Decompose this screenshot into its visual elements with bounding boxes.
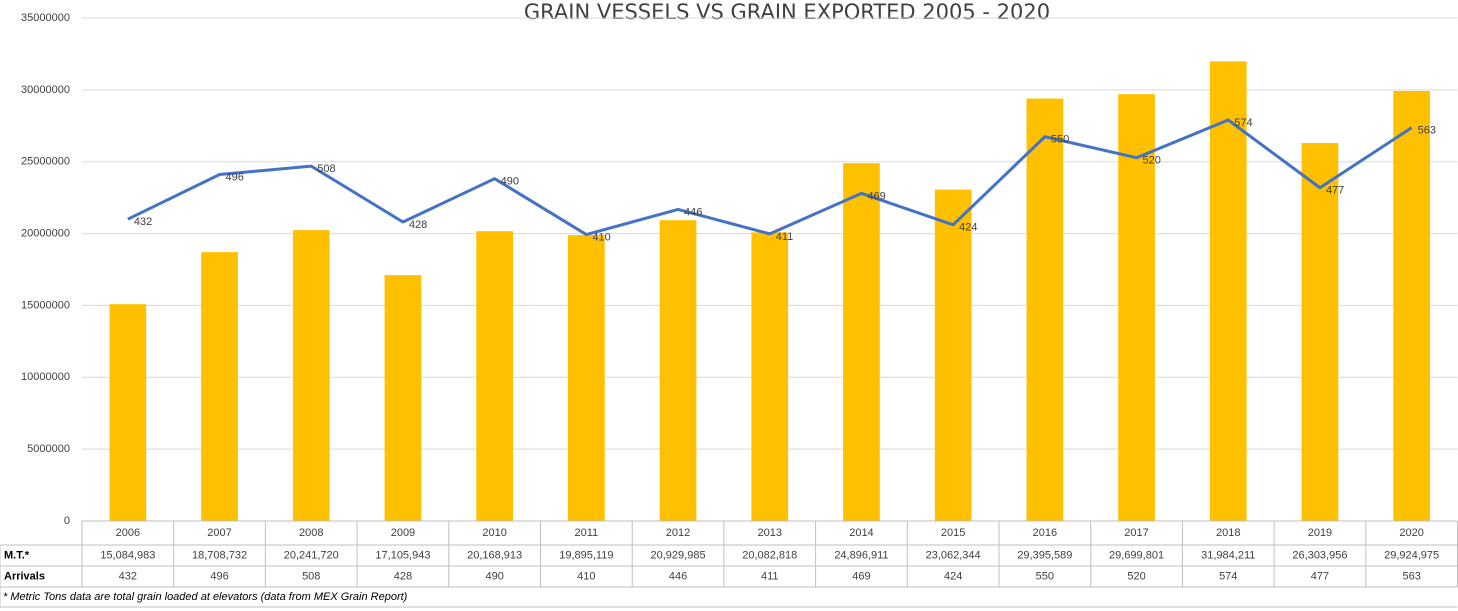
table-cell: 26,303,956 — [1292, 549, 1347, 561]
y-tick-label: 15000000 — [21, 299, 70, 311]
data-label: 424 — [959, 222, 977, 234]
bar — [934, 189, 972, 522]
table-cell: 410 — [577, 570, 595, 582]
table-cell: 424 — [944, 570, 962, 582]
table-cell: 23,062,344 — [926, 549, 981, 561]
x-tick-label: 2017 — [1124, 527, 1148, 539]
data-label: 469 — [867, 190, 885, 202]
data-label: 550 — [1051, 134, 1069, 146]
x-tick-label: 2018 — [1216, 527, 1240, 539]
table-cell: 24,896,911 — [834, 549, 888, 561]
data-label: 496 — [226, 171, 244, 183]
data-label: 411 — [776, 231, 794, 243]
bar — [1026, 98, 1064, 521]
x-tick-label: 2013 — [758, 527, 782, 539]
table-cell: 520 — [1127, 570, 1145, 582]
x-tick-label: 2007 — [207, 527, 231, 539]
table-cell: 20,168,913 — [467, 549, 522, 561]
bar — [843, 163, 880, 522]
x-tick-label: 2008 — [299, 527, 323, 539]
data-label: 574 — [1234, 117, 1252, 129]
table-cell: 550 — [1036, 570, 1054, 582]
x-tick-label: 2014 — [849, 527, 873, 539]
y-tick-label: 25000000 — [21, 156, 70, 168]
bar — [201, 252, 238, 522]
table-cell: 20,082,818 — [742, 549, 797, 561]
table-cell: 18,708,732 — [192, 549, 247, 561]
table-cell: 563 — [1402, 570, 1420, 582]
line — [127, 118, 1413, 237]
data-label: 508 — [317, 163, 335, 175]
y-tick-label: 30000000 — [21, 84, 70, 96]
x-tick-label: 2009 — [391, 527, 415, 539]
x-tick-label: 2015 — [941, 527, 965, 539]
bar — [751, 232, 789, 521]
table-cell: 496 — [210, 570, 228, 582]
table-cell: 428 — [394, 570, 412, 582]
bar — [384, 275, 422, 521]
table-cell: 15,084,983 — [100, 549, 155, 561]
y-tick-label: 20000000 — [21, 227, 70, 239]
x-tick-label: 2016 — [1033, 527, 1057, 539]
bar — [292, 230, 330, 521]
data-label: 432 — [134, 216, 152, 228]
bar — [476, 231, 513, 521]
data-label: 477 — [1326, 185, 1344, 197]
table-cell: 20,241,720 — [284, 549, 339, 561]
table-cell: 29,924,975 — [1384, 549, 1439, 561]
bar — [109, 304, 147, 521]
data-label: 520 — [1143, 155, 1161, 167]
data-label: 428 — [409, 219, 427, 231]
table-cell: 19,895,119 — [559, 549, 613, 561]
x-tick-label: 2011 — [575, 527, 599, 539]
x-tick-label: 2020 — [1399, 527, 1423, 539]
legend-label: Arrivals — [4, 570, 45, 582]
y-tick-label: 0 — [64, 515, 70, 527]
chart-title: GRAIN VESSELS VS GRAIN EXPORTED 2005 - 2… — [524, 0, 1050, 24]
data-label: 446 — [684, 206, 702, 218]
data-label: 563 — [1418, 125, 1436, 137]
x-tick-label: 2012 — [666, 527, 690, 539]
table-cell: 411 — [761, 570, 779, 582]
table-cell: 574 — [1219, 570, 1237, 582]
table-cell: 508 — [302, 570, 320, 582]
bar — [1118, 94, 1155, 521]
table-cell: 29,699,801 — [1109, 549, 1164, 561]
y-tick-label: 10000000 — [21, 371, 70, 383]
y-tick-label: 35000000 — [21, 12, 70, 24]
footnote: * Metric Tons data are total grain loade… — [3, 591, 408, 603]
table-cell: 31,984,211 — [1201, 549, 1255, 561]
table-cell: 29,395,589 — [1017, 549, 1072, 561]
bar — [568, 235, 605, 521]
x-tick-label: 2019 — [1308, 527, 1332, 539]
bar — [1301, 142, 1339, 521]
bar — [1393, 90, 1430, 521]
table-cell: 446 — [669, 570, 687, 582]
bar — [659, 220, 697, 521]
table-cell: 490 — [485, 570, 503, 582]
bar — [1209, 61, 1247, 522]
data-label: 490 — [501, 176, 519, 188]
x-tick-label: 2010 — [482, 527, 506, 539]
table-cell: 432 — [119, 570, 137, 582]
table-cell: 477 — [1311, 570, 1329, 582]
table-cell: 469 — [852, 570, 870, 582]
legend-label: M.T.* — [4, 549, 30, 561]
x-tick-label: 2006 — [116, 527, 140, 539]
table-cell: 20,929,985 — [651, 549, 706, 561]
data-label: 410 — [592, 231, 610, 243]
table-cell: 17,105,943 — [375, 549, 430, 561]
y-tick-label: 5000000 — [27, 443, 70, 455]
